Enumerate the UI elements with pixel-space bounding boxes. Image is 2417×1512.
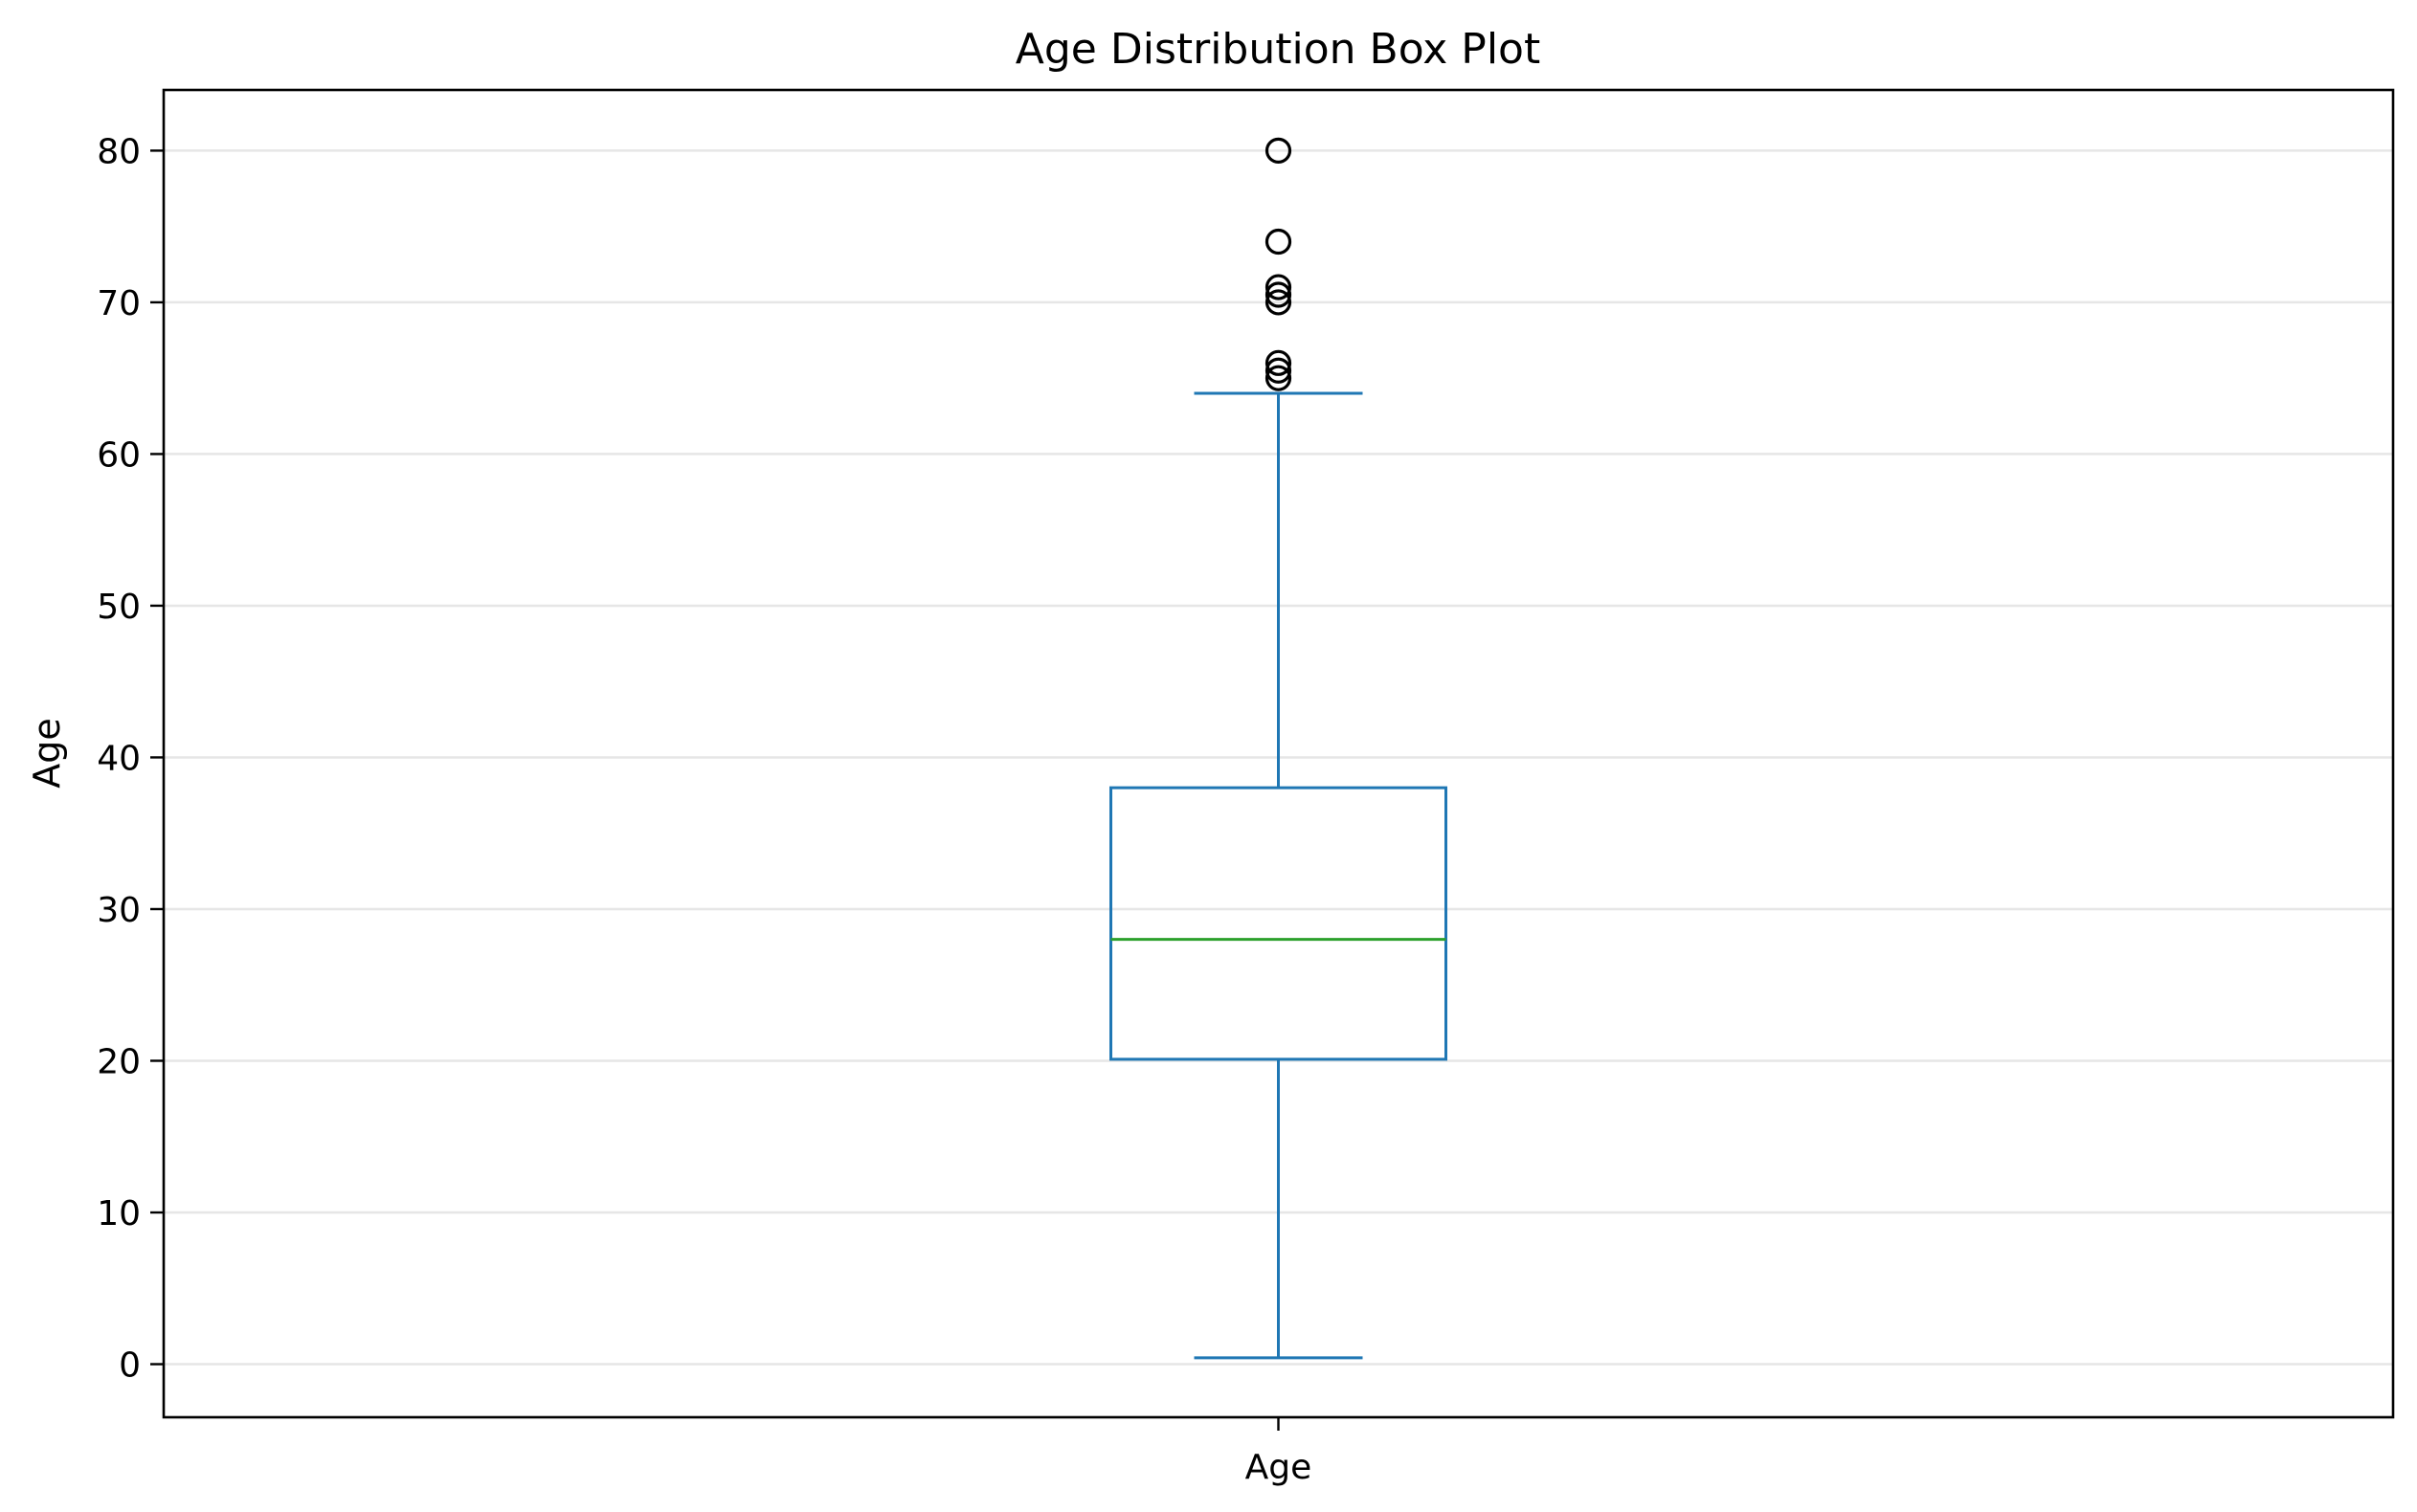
y-tick-label: 80: [97, 132, 141, 171]
outlier-point: [1264, 365, 1292, 391]
chart-title: Age Distribution Box Plot: [1016, 25, 1540, 74]
outlier-point: [1264, 281, 1292, 308]
y-tick-label: 40: [97, 739, 141, 778]
outlier-point: [1264, 137, 1292, 165]
y-axis-ticks: 0 10 20 30 40 50 60 70 80: [97, 132, 164, 1386]
outlier-point: [1264, 274, 1292, 300]
interquartile-box: [1109, 786, 1447, 1061]
y-axis-label: Age: [26, 718, 68, 789]
y-tick-label: 30: [97, 891, 141, 930]
y-tick-label: 70: [97, 284, 141, 323]
y-tick-label: 10: [97, 1194, 141, 1234]
outlier-point: [1264, 228, 1292, 256]
y-tick-label: 50: [97, 588, 141, 627]
y-tick-label: 60: [97, 435, 141, 475]
outlier-point: [1264, 349, 1292, 376]
x-tick-label: Age: [1245, 1448, 1312, 1487]
x-axis-ticks: Age: [1245, 1417, 1312, 1487]
box-plot-series: [1109, 137, 1447, 1360]
outlier-point: [1264, 357, 1292, 384]
y-tick-label: 20: [97, 1042, 141, 1081]
outlier-point: [1264, 289, 1292, 316]
y-tick-label: 0: [119, 1346, 141, 1386]
